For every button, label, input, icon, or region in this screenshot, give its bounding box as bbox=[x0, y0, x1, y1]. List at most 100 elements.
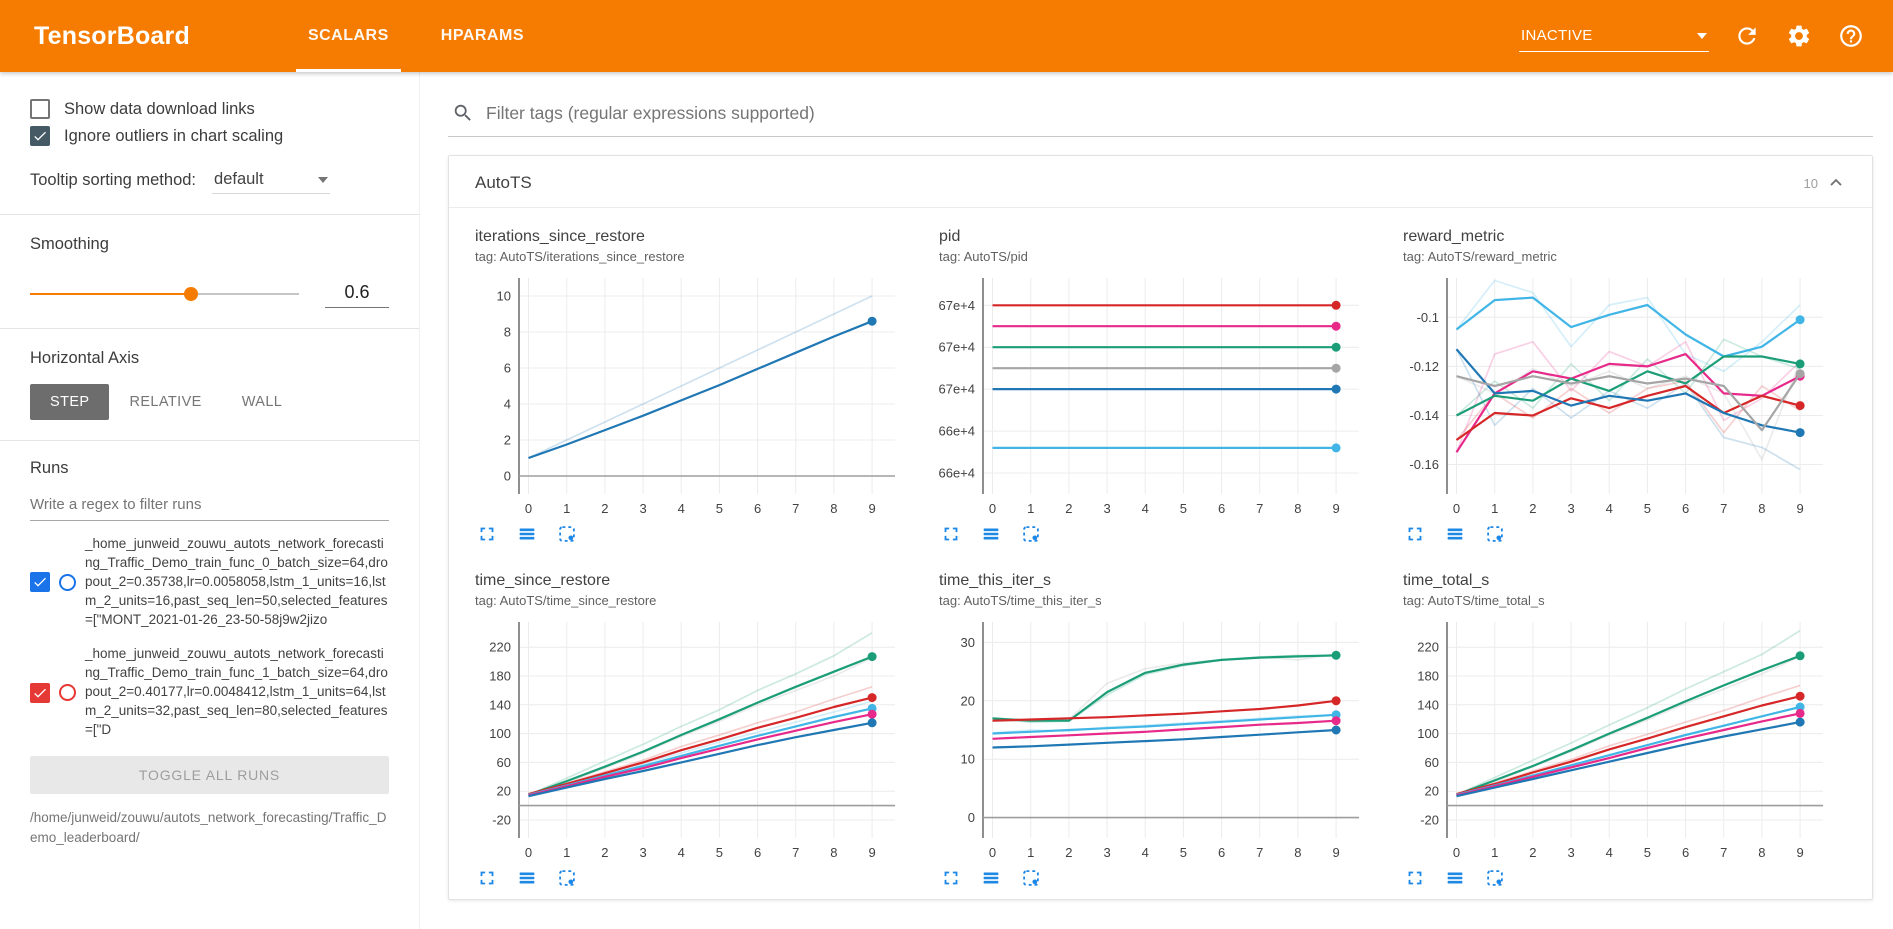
chart-toolbar bbox=[939, 866, 1369, 890]
chart-plot[interactable]: 0 1 2 3 4 5 6 7 8 9 -0.1 -0.12 -0.14 -0.16 bbox=[1403, 268, 1833, 520]
svg-text:8: 8 bbox=[1758, 845, 1765, 860]
fullscreen-icon[interactable] bbox=[475, 522, 499, 546]
svg-text:6: 6 bbox=[1682, 501, 1689, 516]
card-header[interactable]: AutoTS 10 bbox=[449, 156, 1872, 208]
refresh-icon[interactable] bbox=[1733, 22, 1761, 50]
svg-text:20: 20 bbox=[961, 693, 975, 708]
checkbox-label: Show data download links bbox=[64, 99, 255, 118]
collapse-chevron-icon[interactable] bbox=[1826, 173, 1846, 193]
chart-plot[interactable]: 0 1 2 3 4 5 6 7 8 9 220 180 140 100 60 20 -20 bbox=[1403, 612, 1833, 864]
runs-section: Runs _home_junweid_zouwu_autots_network_… bbox=[0, 441, 419, 868]
card-chart-count: 10 bbox=[1803, 175, 1818, 191]
tab-scalars[interactable]: SCALARS bbox=[282, 0, 415, 72]
chart-toolbar bbox=[475, 522, 905, 546]
fit-domain-icon[interactable] bbox=[1019, 866, 1043, 890]
tooltip-sort-value: default bbox=[214, 170, 264, 188]
svg-text:2: 2 bbox=[601, 845, 608, 860]
svg-text:2: 2 bbox=[1529, 501, 1536, 516]
data-download-icon[interactable] bbox=[515, 866, 539, 890]
checkbox-checked-icon bbox=[30, 126, 50, 146]
svg-text:220: 220 bbox=[489, 640, 511, 655]
fit-domain-icon[interactable] bbox=[1483, 522, 1507, 546]
chart-title: time_total_s bbox=[1403, 572, 1490, 589]
chart-plot[interactable]: 0 1 2 3 4 5 6 7 8 9 0 2 4 6 8 10 bbox=[475, 268, 905, 520]
show-data-download-links-checkbox[interactable]: Show data download links bbox=[30, 99, 389, 119]
svg-text:0: 0 bbox=[989, 501, 996, 516]
tab-bar: SCALARS HPARAMS bbox=[282, 0, 550, 72]
data-download-icon[interactable] bbox=[979, 522, 1003, 546]
tag-filter-input[interactable] bbox=[486, 102, 1869, 124]
checkbox-label: Ignore outliers in chart scaling bbox=[64, 126, 284, 145]
fit-domain-icon[interactable] bbox=[1019, 522, 1043, 546]
horizontal-axis-buttons: STEP RELATIVE WALL bbox=[30, 384, 389, 420]
chevron-down-icon bbox=[1697, 32, 1707, 39]
toggle-all-runs-button[interactable]: TOGGLE ALL RUNS bbox=[30, 755, 389, 794]
data-download-icon[interactable] bbox=[515, 522, 539, 546]
status-select[interactable]: INACTIVE bbox=[1519, 20, 1709, 52]
svg-text:60: 60 bbox=[1425, 755, 1439, 770]
axis-relative-button[interactable]: RELATIVE bbox=[109, 384, 221, 420]
svg-text:0: 0 bbox=[525, 845, 532, 860]
smoothing-slider-thumb[interactable] bbox=[184, 287, 199, 301]
chart-plot[interactable]: 0 1 2 3 4 5 6 7 8 9 30 20 10 0 bbox=[939, 612, 1369, 864]
axis-step-button[interactable]: STEP bbox=[30, 384, 110, 420]
svg-text:10: 10 bbox=[961, 752, 975, 767]
help-icon[interactable] bbox=[1837, 22, 1865, 50]
smoothing-slider[interactable] bbox=[30, 284, 299, 304]
svg-text:1: 1 bbox=[563, 501, 570, 516]
fullscreen-icon[interactable] bbox=[939, 866, 963, 890]
svg-text:9: 9 bbox=[1796, 501, 1803, 516]
data-download-icon[interactable] bbox=[1443, 866, 1467, 890]
svg-text:7: 7 bbox=[1720, 845, 1727, 860]
fit-domain-icon[interactable] bbox=[555, 866, 579, 890]
checkbox-unchecked-icon bbox=[30, 99, 50, 119]
chart-toolbar bbox=[1403, 866, 1833, 890]
chart-tag: tag: AutoTS/iterations_since_restore bbox=[475, 249, 685, 264]
fullscreen-icon[interactable] bbox=[939, 522, 963, 546]
svg-text:4: 4 bbox=[1606, 845, 1613, 860]
fit-domain-icon[interactable] bbox=[555, 522, 579, 546]
sidebar: Show data download links Ignore outliers… bbox=[0, 72, 420, 929]
chart-tag: tag: AutoTS/time_total_s bbox=[1403, 593, 1545, 608]
runs-regex-input[interactable] bbox=[30, 488, 389, 521]
app-header: TensorBoard SCALARS HPARAMS INACTIVE bbox=[0, 0, 1893, 72]
run-checkbox[interactable] bbox=[30, 572, 50, 593]
chart-toolbar bbox=[939, 522, 1369, 546]
smoothing-value[interactable]: 0.6 bbox=[325, 280, 389, 308]
fit-domain-icon[interactable] bbox=[1483, 866, 1507, 890]
run-radio[interactable] bbox=[59, 573, 76, 591]
horizontal-axis-section: Horizontal Axis STEP RELATIVE WALL bbox=[0, 329, 419, 441]
axis-wall-button[interactable]: WALL bbox=[222, 384, 303, 420]
chart-time_total_s: time_total_s tag: AutoTS/time_total_s 0 1 2 3… bbox=[1403, 572, 1833, 890]
fullscreen-icon[interactable] bbox=[1403, 522, 1427, 546]
svg-text:180: 180 bbox=[1417, 669, 1439, 684]
tooltip-sort-select[interactable]: default bbox=[212, 166, 331, 194]
svg-text:0: 0 bbox=[504, 469, 511, 484]
chart-time_this_iter_s: time_this_iter_s tag: AutoTS/time_this_it… bbox=[939, 572, 1369, 890]
horizontal-axis-label: Horizontal Axis bbox=[30, 349, 140, 367]
svg-text:100: 100 bbox=[489, 726, 511, 741]
svg-text:3: 3 bbox=[1567, 845, 1574, 860]
run-radio[interactable] bbox=[59, 684, 76, 702]
settings-gear-icon[interactable] bbox=[1785, 22, 1813, 50]
fullscreen-icon[interactable] bbox=[1403, 866, 1427, 890]
tab-hparams[interactable]: HPARAMS bbox=[440, 27, 524, 44]
ignore-outliers-checkbox[interactable]: Ignore outliers in chart scaling bbox=[30, 126, 389, 146]
svg-text:1: 1 bbox=[1027, 845, 1034, 860]
run-name: _home_junweid_zouwu_autots_network_forec… bbox=[85, 536, 388, 627]
data-download-icon[interactable] bbox=[1443, 522, 1467, 546]
run-name: _home_junweid_zouwu_autots_network_forec… bbox=[85, 646, 388, 738]
fullscreen-icon[interactable] bbox=[475, 866, 499, 890]
run-checkbox[interactable] bbox=[30, 682, 50, 703]
svg-text:2: 2 bbox=[601, 501, 608, 516]
autots-card: AutoTS 10 iterations_since_restore tag: A… bbox=[448, 155, 1873, 900]
chart-plot[interactable]: 0 1 2 3 4 5 6 7 8 9 220 180 140 100 60 20 -20 bbox=[475, 612, 905, 864]
tooltip-sorting-row: Tooltip sorting method: default bbox=[30, 166, 389, 194]
data-download-icon[interactable] bbox=[979, 866, 1003, 890]
chart-tag: tag: AutoTS/reward_metric bbox=[1403, 249, 1557, 264]
